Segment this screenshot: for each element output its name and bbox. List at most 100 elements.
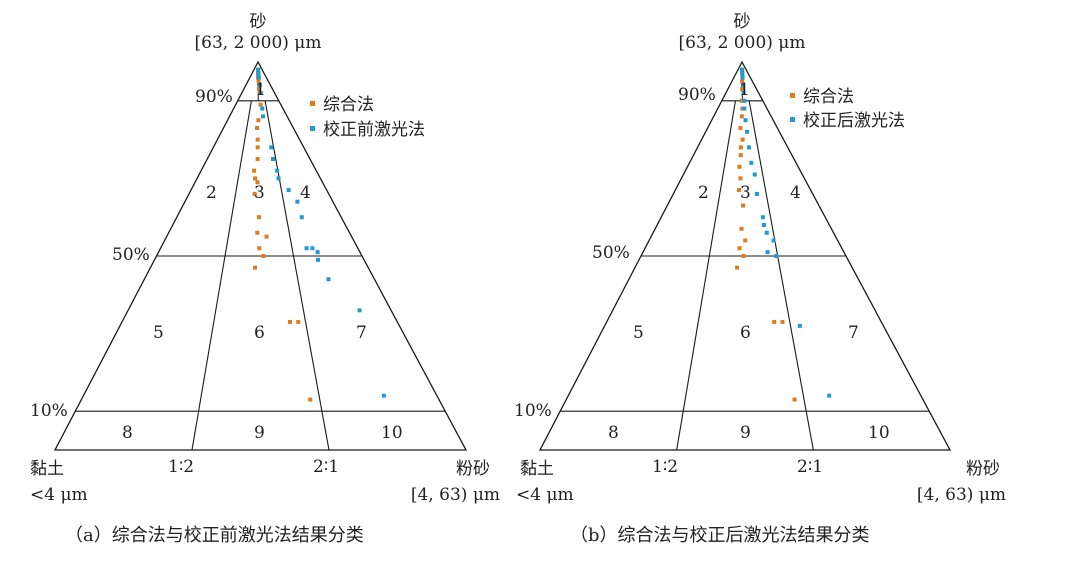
data-point	[738, 125, 743, 130]
legend-item-combined: 综合法	[310, 95, 374, 115]
legend-label-laser: 校正后激光法	[803, 111, 905, 131]
data-point	[740, 75, 745, 80]
zone-label-1: 1	[739, 80, 750, 100]
data-point	[792, 397, 797, 402]
data-point	[827, 393, 832, 398]
data-point	[255, 125, 260, 130]
data-point	[739, 114, 744, 119]
ratio-2-1-label: 2∶1	[797, 457, 824, 477]
data-point	[743, 118, 748, 123]
data-point	[296, 319, 301, 324]
data-point	[258, 102, 263, 107]
data-point	[255, 145, 260, 150]
apex-left-range: <4 μm	[516, 485, 574, 505]
data-point	[752, 172, 757, 177]
zone-label-2: 2	[206, 183, 217, 203]
data-point	[746, 145, 751, 150]
data-point	[255, 230, 260, 235]
data-point	[749, 160, 754, 165]
data-point	[740, 83, 745, 88]
data-point	[736, 188, 741, 193]
data-point	[754, 191, 759, 196]
data-point	[256, 71, 261, 76]
data-point	[256, 75, 261, 80]
data-point	[255, 180, 260, 185]
data-point	[765, 250, 770, 255]
data-point	[771, 238, 776, 243]
zone-label-10: 10	[381, 423, 403, 443]
data-point	[295, 199, 300, 204]
data-point	[275, 168, 280, 173]
zone-label-6: 6	[254, 323, 265, 343]
data-point	[299, 215, 304, 220]
level-10-label: 10%	[514, 401, 552, 421]
legend-marker-laser	[790, 117, 795, 122]
data-point	[740, 71, 745, 76]
ratio-line	[264, 100, 330, 451]
data-point	[739, 226, 744, 231]
data-point	[740, 87, 745, 92]
data-point	[315, 250, 320, 255]
zone-label-9: 9	[740, 423, 751, 443]
data-point	[743, 238, 748, 243]
data-point	[764, 230, 769, 235]
data-point	[761, 222, 766, 227]
data-point	[326, 277, 331, 282]
data-point	[256, 67, 261, 72]
ratio-2-1-label: 2∶1	[313, 457, 340, 477]
data-point	[255, 157, 260, 161]
data-point	[256, 118, 261, 123]
data-point	[738, 153, 743, 158]
data-point	[742, 98, 747, 103]
data-point	[741, 254, 746, 258]
zone-label-7: 7	[356, 323, 367, 343]
ratio-line	[748, 100, 814, 451]
data-point	[740, 67, 745, 72]
legend-marker-combined	[790, 93, 795, 98]
zone-label-9: 9	[254, 423, 265, 443]
data-point	[737, 246, 742, 251]
data-point	[287, 319, 292, 324]
caption-a: （a）综合法与校正前激光法结果分类	[65, 525, 364, 546]
ratio-line	[676, 100, 737, 451]
zone-label-1: 1	[255, 80, 266, 100]
apex-left-name: 黏土	[520, 459, 554, 479]
data-point	[257, 83, 262, 88]
level-90-label: 90%	[678, 85, 716, 105]
legend-item-laser: 校正后激光法	[790, 111, 905, 131]
data-point	[735, 265, 740, 270]
data-point	[772, 319, 777, 324]
apex-top-name: 砂	[249, 12, 267, 32]
zone-label-8: 8	[608, 423, 619, 443]
data-point	[257, 87, 262, 92]
apex-right-range: [4, 63) μm	[916, 485, 1006, 505]
data-point	[260, 114, 265, 119]
level-50-label: 50%	[592, 243, 630, 263]
apex-right-name: 粉砂	[456, 459, 490, 479]
data-point	[271, 157, 276, 161]
zone-label-6: 6	[740, 323, 751, 343]
data-point	[760, 215, 765, 220]
apex-right-name: 粉砂	[966, 459, 1000, 479]
data-point	[357, 308, 362, 313]
ratio-line	[191, 100, 252, 451]
data-point	[744, 129, 749, 134]
ratio-1-2-label: 1∶2	[168, 457, 195, 477]
legend-item-laser: 校正前激光法	[310, 120, 425, 140]
apex-top-name: 砂	[733, 12, 751, 32]
data-point	[256, 79, 261, 84]
data-point	[304, 246, 309, 251]
apex-top-range: [63, 2 000) μm	[678, 33, 806, 53]
zone-label-2: 2	[698, 183, 709, 203]
data-point	[276, 176, 281, 181]
zone-label-8: 8	[122, 423, 133, 443]
zone-label-5: 5	[633, 323, 644, 343]
apex-right-range: [4, 63) μm	[410, 485, 500, 505]
zone-label-3: 3	[740, 183, 751, 203]
data-point	[742, 106, 747, 111]
data-point	[381, 393, 386, 398]
zone-label-4: 4	[300, 183, 311, 203]
data-point	[260, 106, 265, 111]
data-point	[252, 191, 257, 196]
data-point	[253, 176, 258, 181]
